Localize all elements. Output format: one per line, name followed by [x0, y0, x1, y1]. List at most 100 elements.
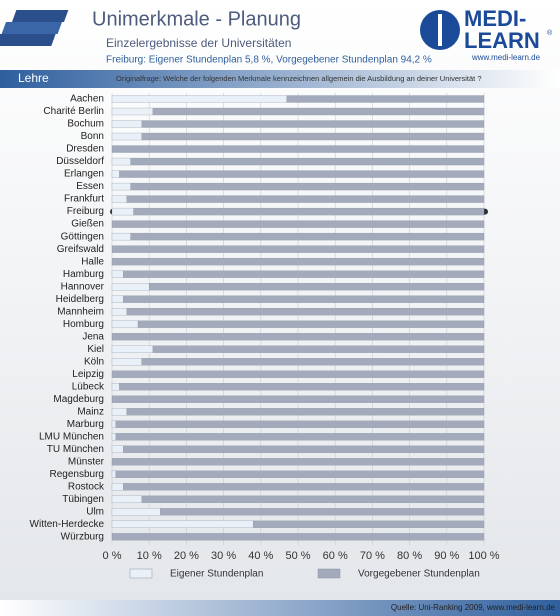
x-tick-label: 10 % [137, 550, 162, 562]
bar [253, 520, 485, 528]
highlight-note: Freiburg: Eigener Stundenplan 5,8 %, Vor… [106, 55, 432, 66]
legend-swatch [317, 568, 341, 579]
bar [126, 195, 485, 203]
y-tick-label: Bochum [67, 119, 104, 130]
section-band [0, 70, 560, 88]
bar [130, 182, 485, 191]
legend-label: Eigener Stundenplan [170, 569, 263, 580]
y-tick-label: Mainz [77, 406, 104, 417]
y-tick-label: Witten-Herdecke [30, 519, 105, 530]
bar [111, 495, 142, 503]
y-tick-label: Lübeck [72, 381, 105, 392]
bar [111, 308, 128, 316]
bar [111, 195, 128, 203]
y-tick-label: Charité Berlin [43, 106, 104, 117]
bar [111, 508, 161, 516]
bar [111, 483, 124, 491]
bar [111, 408, 128, 416]
bar [119, 383, 485, 391]
bar [111, 320, 139, 328]
y-tick-label: Magdeburg [53, 394, 104, 405]
bar [152, 107, 485, 116]
logo-line1: MEDI- [464, 6, 526, 31]
subtitle: Einzelergebnisse der Universitäten [106, 36, 291, 50]
bar [130, 232, 485, 241]
y-tick-label: Aachen [70, 94, 104, 105]
y-tick-label: Halle [81, 256, 104, 267]
bar [111, 520, 254, 528]
bar [130, 157, 485, 166]
bar [111, 358, 142, 366]
bar [111, 295, 124, 303]
bar [111, 207, 134, 216]
bar [111, 533, 485, 541]
bar [111, 232, 131, 241]
y-tick-label: Münster [68, 456, 105, 467]
bar [111, 132, 142, 141]
bar [149, 282, 485, 291]
bar [111, 395, 485, 403]
question: Originalfrage: Welche der folgenden Merk… [116, 74, 482, 83]
x-tick-label: 0 % [103, 550, 122, 562]
y-tick-label: LMU München [39, 431, 104, 442]
y-tick-label: Tübingen [62, 494, 104, 505]
bar [111, 370, 485, 378]
y-tick-label: Greifswald [57, 244, 104, 255]
bar [141, 358, 485, 366]
bar [111, 445, 124, 453]
logo-mark: ® [547, 29, 553, 37]
bar [111, 245, 485, 253]
book-icon [0, 10, 69, 46]
x-tick-label: 40 % [248, 550, 273, 562]
bar [111, 120, 142, 128]
legend-label: Vorgegebener Stundenplan [358, 569, 480, 580]
y-tick-label: Freiburg [67, 206, 104, 217]
section-label: Lehre [18, 71, 49, 85]
bar [123, 445, 485, 453]
x-tick-label: 90 % [434, 550, 459, 562]
bar [111, 282, 150, 291]
logo: MEDI- LEARN ® www.medi-learn.de [420, 6, 553, 62]
bar [115, 420, 485, 428]
y-tick-label: Rostock [68, 481, 105, 492]
y-tick-label: Leipzig [72, 369, 104, 380]
bar [111, 95, 287, 103]
bar [141, 120, 485, 128]
bar [133, 207, 485, 216]
bar [123, 483, 485, 491]
x-tick-label: 70 % [360, 550, 385, 562]
y-tick-label: TU München [47, 444, 104, 455]
legend-swatch [129, 568, 153, 579]
bar [141, 495, 485, 503]
bar [119, 170, 485, 178]
bar [126, 408, 485, 416]
y-tick-label: Bonn [81, 131, 104, 142]
y-tick-label: Köln [84, 356, 104, 367]
y-tick-label: Erlangen [64, 169, 104, 180]
y-tick-label: Düsseldorf [56, 156, 104, 167]
bar [111, 458, 485, 466]
x-tick-label: 30 % [211, 550, 236, 562]
bar [111, 333, 485, 341]
y-tick-label: Würzburg [61, 531, 104, 542]
bar [111, 170, 120, 178]
bar [111, 270, 124, 278]
bar [111, 220, 485, 228]
y-tick-label: Ulm [86, 506, 104, 517]
y-tick-label: Göttingen [61, 231, 104, 242]
bar [111, 383, 120, 391]
bar [111, 145, 485, 153]
bar [123, 295, 485, 303]
y-tick-label: Marburg [67, 419, 104, 430]
bar [111, 470, 116, 478]
source: Quelle: Uni-Ranking 2009, www.medi-learn… [391, 603, 556, 612]
plot: 0 % 10 % 20 % 30 % 40 % 50 % 60 % 70 % 80 % 90 % 1… [30, 93, 500, 580]
footer-band [0, 600, 560, 616]
y-tick-label: Frankfurt [64, 194, 104, 205]
bar [111, 257, 485, 266]
bar [126, 308, 485, 316]
y-tick-label: Homburg [63, 319, 104, 330]
bar [115, 433, 485, 441]
bar [111, 433, 116, 441]
